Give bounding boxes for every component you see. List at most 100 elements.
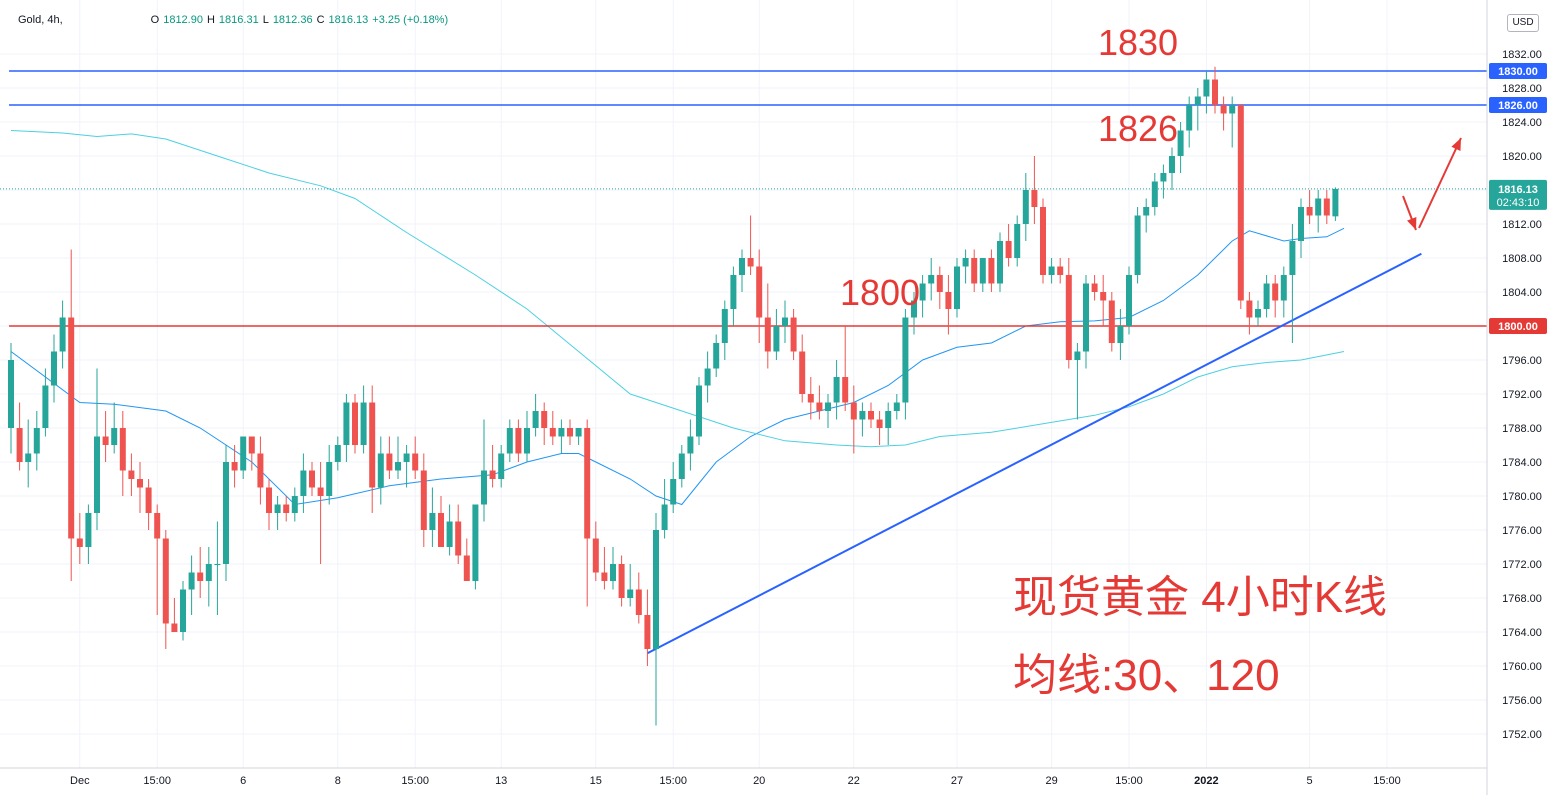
candle-body: [119, 428, 126, 471]
y-tick-label: 1780.00: [1502, 491, 1542, 503]
candle-body: [567, 428, 573, 437]
arrow-head: [1451, 138, 1461, 151]
candle-body: [59, 317, 66, 352]
candle-body: [1143, 207, 1150, 216]
candle: [661, 479, 668, 539]
candle-body: [653, 530, 659, 649]
candle: [1169, 147, 1175, 190]
candle: [360, 385, 367, 454]
candle: [1306, 190, 1313, 224]
candle: [541, 402, 548, 445]
candle-body: [859, 411, 866, 420]
candle: [1065, 258, 1072, 369]
candle-body: [154, 513, 161, 539]
candle: [145, 479, 152, 530]
currency-button[interactable]: USD: [1507, 14, 1539, 32]
candle-body: [558, 428, 565, 437]
change-value: +3.25 (+0.18%): [372, 14, 449, 26]
candle: [799, 334, 806, 403]
x-tick-label: 15:00: [659, 775, 687, 787]
candle: [1143, 198, 1150, 233]
candle-body: [730, 275, 737, 309]
candle: [610, 547, 616, 590]
candle-body: [627, 589, 634, 598]
candle: [997, 232, 1003, 292]
candle-body: [842, 377, 849, 403]
candle-body: [541, 411, 548, 428]
candle-body: [1014, 224, 1021, 258]
candle: [1280, 266, 1287, 318]
candle-body: [1074, 351, 1081, 360]
candle: [1108, 292, 1115, 352]
candle-body: [481, 470, 487, 505]
y-tick-label: 1768.00: [1502, 593, 1542, 605]
arrow-shaft: [1418, 137, 1462, 229]
candle: [128, 453, 135, 496]
candle-body: [825, 402, 831, 411]
candle-body: [369, 402, 376, 488]
candle: [962, 249, 969, 284]
candle-body: [739, 258, 745, 275]
level-tag-label: 1826.00: [1498, 100, 1538, 112]
candle-body: [979, 258, 986, 284]
candle-body: [162, 538, 169, 624]
candle: [584, 419, 591, 607]
candle-body: [395, 462, 401, 471]
candle-body: [549, 428, 556, 437]
candle: [1126, 266, 1132, 335]
candle: [42, 368, 49, 437]
candle: [1255, 300, 1261, 326]
y-tick-label: 1804.00: [1502, 287, 1542, 299]
candle: [1298, 198, 1304, 258]
candle: [687, 419, 694, 471]
candle-body: [214, 564, 221, 565]
candle-body: [1160, 173, 1167, 182]
y-tick-label: 1776.00: [1502, 525, 1542, 537]
candle: [429, 487, 436, 547]
candle-body: [489, 470, 496, 479]
candle-body: [885, 411, 892, 428]
candle-body: [962, 258, 969, 267]
candle-body: [1031, 190, 1038, 207]
candle: [455, 504, 462, 564]
candle-body: [704, 368, 711, 386]
candle-body: [936, 275, 943, 292]
candle: [721, 300, 728, 360]
candle: [489, 445, 496, 488]
candle-body: [1091, 283, 1098, 292]
candle: [197, 547, 204, 598]
candle: [1014, 215, 1021, 267]
candle-body: [283, 504, 290, 513]
symbol-label[interactable]: Gold, 4h,: [18, 14, 63, 26]
candle: [627, 564, 634, 607]
candle-body: [231, 462, 238, 471]
y-tick-label: 1792.00: [1502, 389, 1542, 401]
candle: [25, 419, 32, 488]
candle: [248, 436, 255, 471]
candle: [1091, 275, 1098, 301]
x-tick-label: 22: [848, 775, 860, 787]
candle: [936, 266, 943, 309]
candle: [911, 292, 917, 335]
candle-body: [326, 462, 333, 496]
candle: [119, 411, 126, 496]
candle: [1246, 292, 1253, 335]
candle-body: [33, 428, 40, 454]
candle-body: [1100, 292, 1107, 301]
candle-body: [954, 266, 960, 309]
candle-body: [309, 470, 315, 488]
candle-body: [945, 292, 952, 309]
candle: [395, 436, 401, 479]
candle-body: [8, 360, 14, 428]
candle-body: [1229, 105, 1236, 114]
candle-body: [403, 453, 410, 462]
candle: [850, 385, 857, 454]
candle: [971, 249, 978, 292]
candle: [420, 453, 427, 547]
candle: [1117, 309, 1124, 360]
candle-body: [575, 428, 582, 437]
candle-body: [1332, 188, 1339, 217]
x-tick-label: 29: [1045, 775, 1057, 787]
